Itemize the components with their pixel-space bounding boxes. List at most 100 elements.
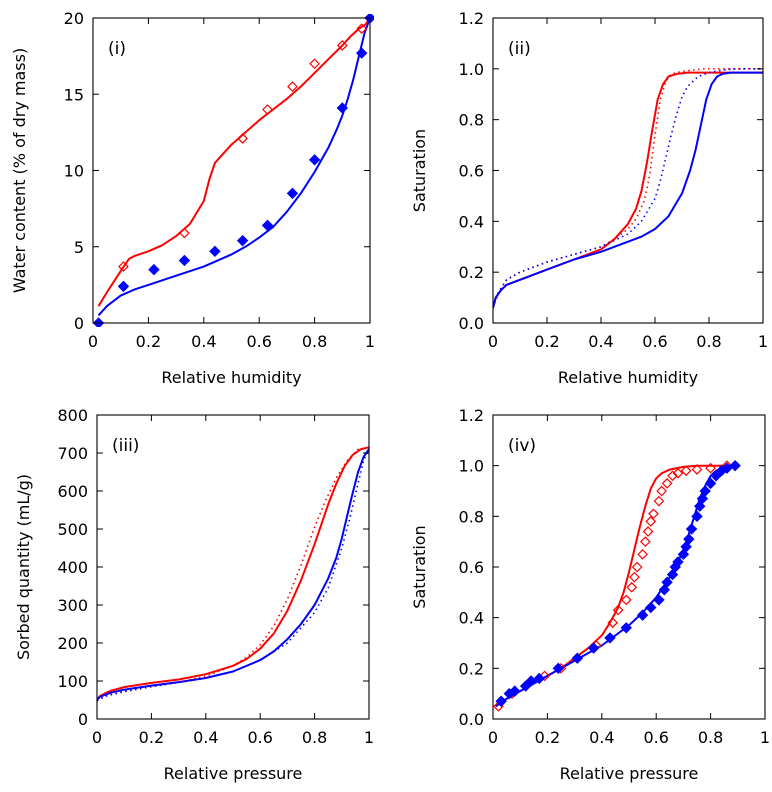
series-group [493, 68, 763, 309]
panel-ii: 0 0.2 0.4 0.6 0.8 1 0.0 0.2 0.4 0.6 0.8 1.0 1.2 Relat… [410, 9, 768, 387]
open-diamond-point [612, 604, 624, 616]
y-tick-label: 10 [64, 162, 84, 181]
y-tick-label: 0.0 [459, 710, 484, 729]
panel-label: (iii) [112, 436, 139, 456]
panel-iv: 0 0.2 0.4 0.6 0.8 1 0.0 0.2 0.4 0.6 0.8 1.0 1.2 Relat… [410, 406, 770, 783]
open-diamond-point [336, 40, 348, 51]
x-tick-label: 0.6 [247, 728, 272, 747]
x-tick-label: 0.2 [139, 728, 164, 747]
y-tick-label: 0.6 [459, 162, 484, 181]
filled-diamond-point [604, 632, 616, 644]
panel-label: (iv) [508, 436, 536, 456]
x-tick-label: 0.6 [643, 728, 668, 747]
y-tick-label: 0.8 [459, 507, 484, 526]
open-diamond-point [607, 617, 619, 629]
y-tick-label: 0.2 [459, 659, 484, 678]
x-tick-label: 0 [88, 332, 98, 351]
x-tick-label: 1 [758, 332, 768, 351]
filled-diamond-point [336, 102, 349, 114]
y-tick-label: 20 [64, 9, 84, 28]
y-tick-label: 15 [64, 85, 84, 104]
open-diamond-point [656, 485, 667, 497]
filled-diamond-point [636, 609, 649, 621]
x-tick-label: 0.2 [136, 332, 161, 351]
panel-iii: 0 0.2 0.4 0.6 0.8 1 0 100 200 300 400 500 600 700 800 R… [14, 406, 374, 783]
open-diamond-point [661, 478, 673, 489]
open-diamond-point [620, 594, 632, 606]
filled-diamond-point [699, 485, 711, 497]
x-tick-label: 0.4 [191, 332, 216, 351]
model-curve-1 [97, 17, 371, 317]
x-tick-label: 0 [92, 728, 102, 747]
y-tick-label: 1.2 [459, 406, 484, 425]
open-diamond-point [262, 104, 273, 115]
open-diamond-point [653, 495, 665, 507]
filled-diamond-point [672, 556, 684, 568]
x-tick-label: 0 [488, 332, 498, 351]
series-group [493, 459, 741, 712]
x-axis-label: Relative humidity [558, 368, 698, 387]
filled-diamond-point [571, 652, 584, 664]
y-tick-label: 100 [57, 672, 88, 691]
x-tick-label: 0.6 [642, 332, 667, 351]
y-tick-label: 0.6 [459, 558, 484, 577]
panel-label: (ii) [508, 39, 531, 59]
y-tick-label: 5 [74, 238, 84, 257]
x-axis-label: Relative pressure [164, 764, 303, 783]
y-tick-label: 0.0 [459, 314, 484, 333]
dotted-curve-2 [493, 68, 763, 309]
open-diamond-point [705, 462, 716, 474]
x-tick-label: 0.8 [302, 332, 327, 351]
open-diamond-point [631, 561, 643, 573]
y-axis-label: Saturation [410, 129, 429, 212]
x-tick-label: 0.4 [588, 332, 613, 351]
panel-label: (i) [108, 39, 126, 59]
y-tick-label: 800 [57, 406, 88, 425]
open-diamond-point [626, 581, 638, 593]
y-tick-label: 500 [57, 520, 88, 539]
plot-frame [92, 17, 371, 324]
y-tick-label: 1.0 [459, 457, 484, 476]
filled-diamond-point [685, 523, 698, 535]
y-tick-label: 600 [57, 482, 88, 501]
open-diamond-point [691, 464, 703, 475]
x-tick-label: 0.6 [246, 332, 271, 351]
x-tick-label: 0.4 [193, 728, 218, 747]
x-axis-label: Relative humidity [161, 368, 301, 387]
y-tick-label: 0.4 [459, 212, 484, 231]
x-tick-label: 0.2 [535, 728, 560, 747]
y-tick-label: 200 [57, 634, 88, 653]
model-curve-1 [97, 448, 370, 701]
filled-diamond-point [178, 254, 191, 267]
filled-diamond-point [286, 187, 299, 200]
y-tick-label: 700 [57, 444, 88, 463]
y-tick-label: 300 [57, 596, 88, 615]
x-tick-label: 1 [364, 728, 374, 747]
open-diamond-point [629, 571, 640, 583]
filled-diamond-point [645, 601, 657, 614]
filled-diamond-point [704, 477, 717, 490]
filled-diamond-point [209, 245, 221, 258]
y-tick-label: 400 [57, 558, 88, 577]
open-diamond-point [648, 508, 659, 520]
plot-frame [96, 414, 370, 720]
series-group [97, 446, 370, 702]
filled-diamond-point [677, 548, 690, 561]
dotted-curve-3 [97, 448, 370, 702]
filled-diamond-point [661, 576, 673, 588]
plot-frame [492, 17, 764, 324]
filled-diamond-point [653, 594, 665, 606]
dotted-curve-3 [493, 68, 763, 309]
model-curve-1 [493, 71, 763, 309]
open-diamond-point [118, 261, 129, 272]
filled-diamond-point [117, 280, 130, 293]
series-group [93, 14, 374, 327]
open-diamond-point [680, 465, 692, 477]
model-curve-0 [97, 17, 371, 307]
open-diamond-point [645, 516, 657, 527]
filled-diamond-point [308, 154, 321, 166]
open-diamond-point [287, 81, 298, 92]
y-tick-label: 0.2 [459, 263, 484, 282]
x-tick-label: 1 [760, 728, 770, 747]
